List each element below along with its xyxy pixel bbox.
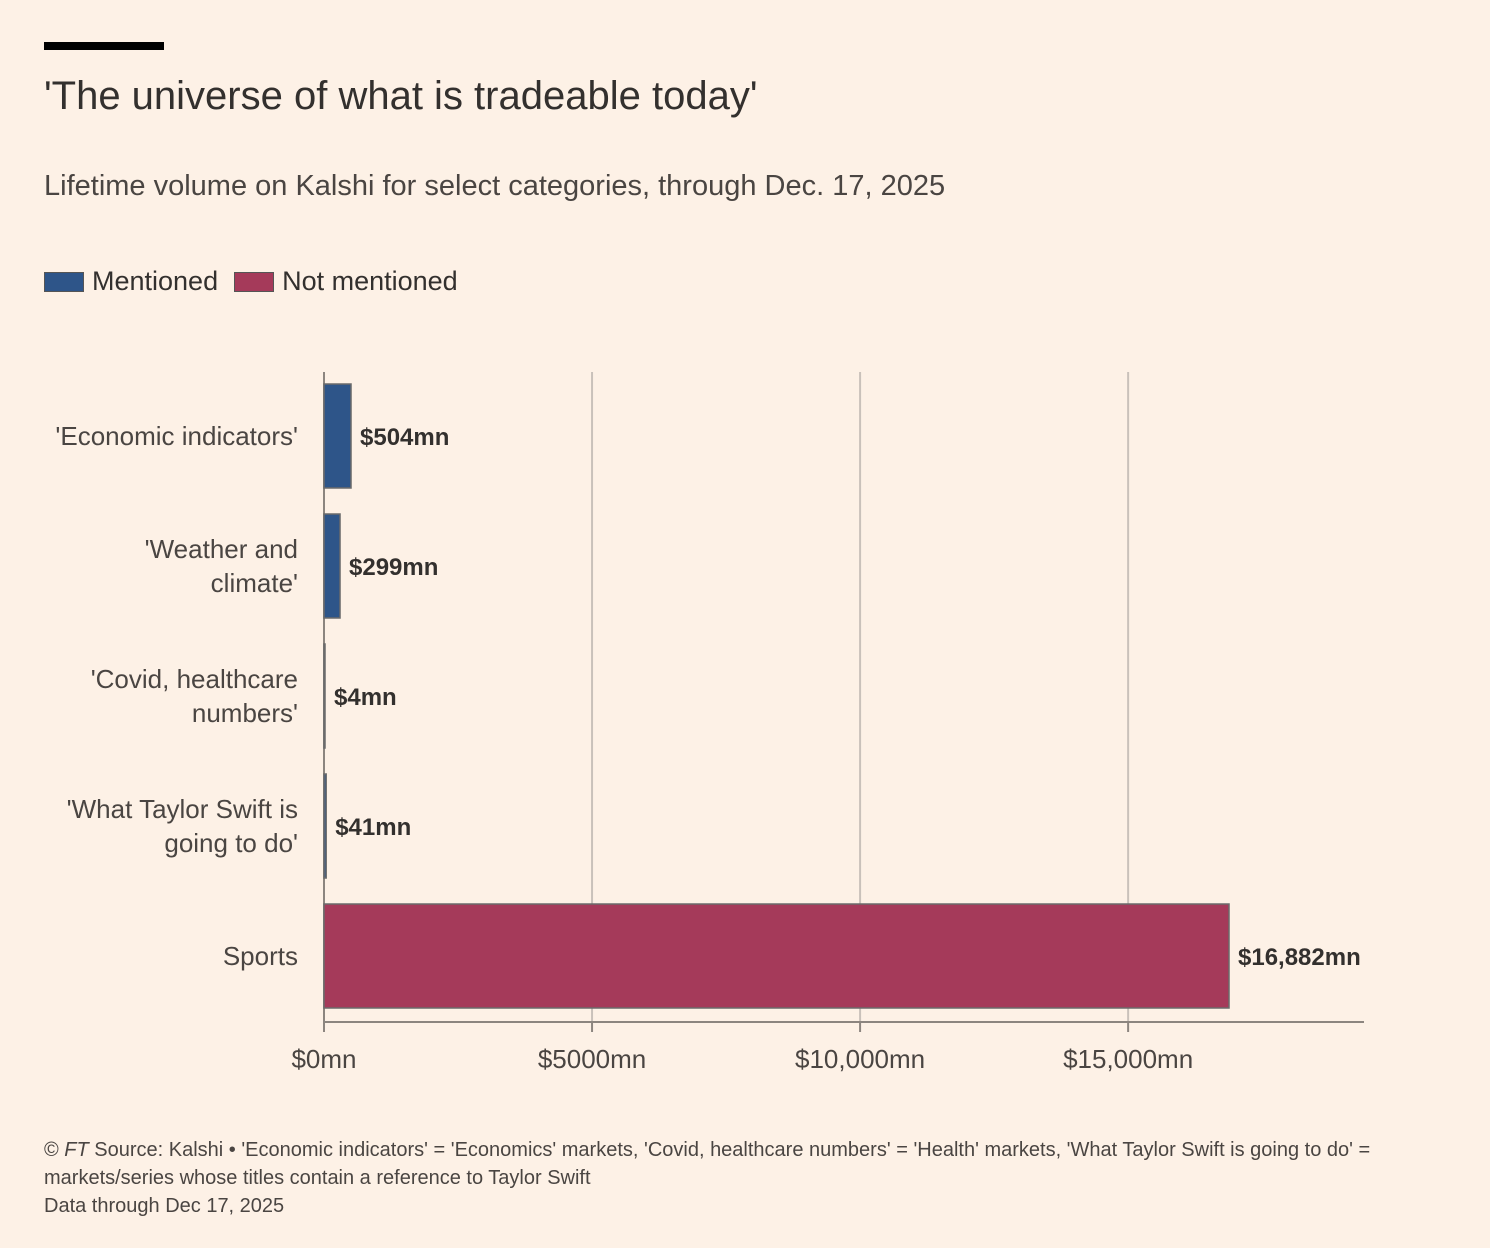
data-label: $504mn: [360, 424, 449, 451]
category-label: 'What Taylor Swift is: [67, 794, 298, 824]
data-label: $16,882mn: [1238, 944, 1361, 971]
chart-subtitle: Lifetime volume on Kalshi for select cat…: [44, 170, 946, 202]
legend-label-mentioned: Mentioned: [92, 266, 219, 296]
legend: Mentioned Not mentioned: [44, 266, 474, 297]
legend-swatch-not-mentioned: [234, 271, 275, 292]
category-label: numbers': [192, 698, 298, 728]
data-label: $41mn: [335, 814, 411, 841]
legend-item-not-mentioned: Not mentioned: [234, 266, 458, 297]
footer: © FT Source: Kalshi • 'Economic indicato…: [44, 1136, 1444, 1220]
bar: [323, 383, 352, 489]
category-label: 'Covid, healthcare: [91, 664, 298, 694]
legend-swatch-mentioned: [44, 271, 84, 292]
footer-source-text: Source: Kalshi • 'Economic indicators' =…: [44, 1139, 1371, 1189]
bar: [323, 513, 341, 619]
bar: [323, 903, 1230, 1009]
chart-title: 'The universe of what is tradeable today…: [44, 74, 758, 118]
footer-source: © FT Source: Kalshi • 'Economic indicato…: [44, 1136, 1444, 1192]
data-label: $4mn: [334, 684, 397, 711]
footer-data-note: Data through Dec 17, 2025: [44, 1195, 285, 1217]
footer-ft: FT: [64, 1139, 89, 1161]
legend-item-mentioned: Mentioned: [44, 266, 218, 297]
category-label: going to do': [164, 828, 298, 858]
category-label: climate': [211, 568, 298, 598]
top-accent-bar: [44, 42, 164, 50]
x-tick-label: $0mn: [291, 1044, 356, 1074]
legend-label-not-mentioned: Not mentioned: [282, 266, 458, 296]
bar: [323, 643, 326, 749]
bar: [323, 773, 327, 879]
data-label: $299mn: [349, 554, 438, 581]
footer-copyright: ©: [44, 1139, 65, 1161]
category-label: Sports: [223, 941, 298, 971]
x-tick-label: $10,000mn: [795, 1044, 925, 1074]
category-label: 'Economic indicators': [55, 421, 298, 451]
x-tick-label: $15,000mn: [1063, 1044, 1193, 1074]
x-tick-label: $5000mn: [538, 1044, 646, 1074]
category-label: 'Weather and: [145, 534, 298, 564]
